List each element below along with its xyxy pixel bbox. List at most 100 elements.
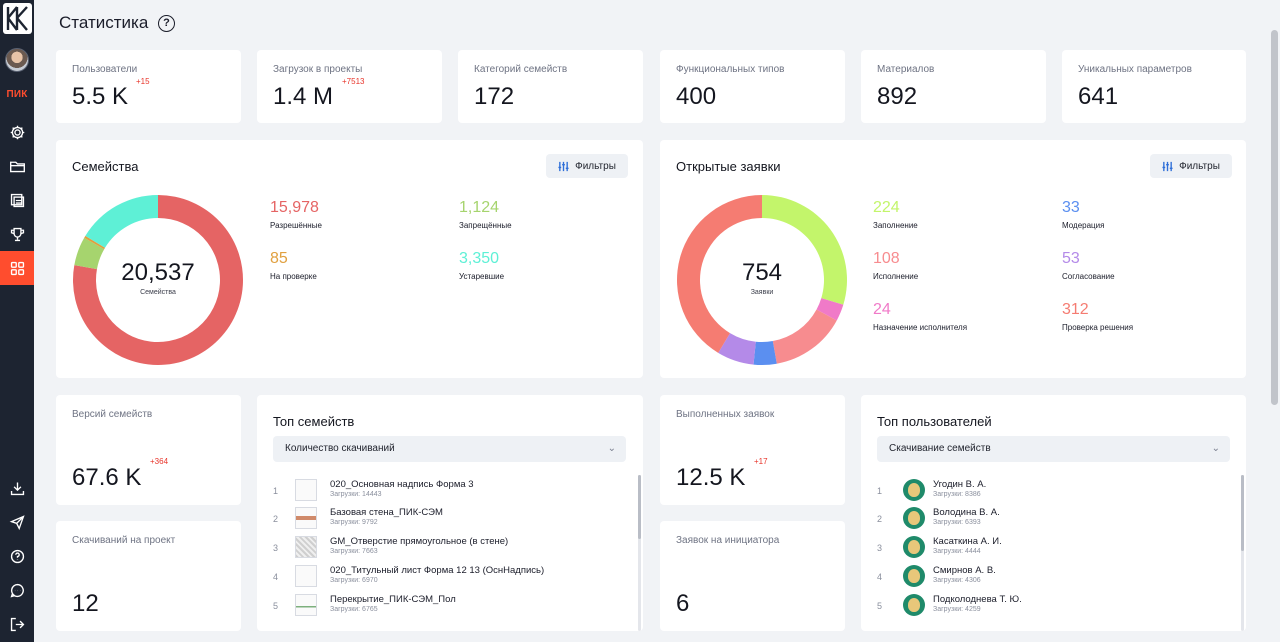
list-item[interactable]: 3 Касаткина А. И. Загрузки: 4444 [877,534,1227,562]
chat-icon[interactable] [0,573,34,607]
row-title: Перекрытие_ПИК-СЭМ_Пол [330,594,456,605]
legend-value: 224 [873,199,900,216]
requests-card: Открытые заявки Фильтры 754 Заявки 224 З… [660,140,1246,378]
list-item[interactable]: 5 Подколоднева Т. Ю. Загрузки: 4259 [877,592,1227,620]
donut-slice-3[interactable] [84,235,106,250]
help-icon[interactable] [0,539,34,573]
list-item[interactable]: 4 Смирнов А. В. Загрузки: 4306 [877,563,1227,591]
stat-value: 12.5 K [676,464,746,491]
filter-label: Фильтры [575,160,616,172]
top-users-title: Топ пользователей [877,414,992,429]
avatar [903,565,925,587]
families-donut-chart [73,195,244,365]
legend-approval: 53 Согласование [1062,250,1115,281]
row-title: Касаткина А. И. [933,536,1002,547]
list-item[interactable]: 5 Перекрытие_ПИК-СЭМ_Пол Загрузки: 6765 [273,592,623,620]
row-title: 020_Титульный лист Форма 12 13 (ОснНадпи… [330,565,545,576]
stat-label: Скачиваний на проект [72,535,176,546]
stat-label: Материалов [877,64,935,75]
stat-label: Пользователи [72,64,138,75]
donut-slice-4[interactable] [85,195,158,248]
legend-label: Назначение исполнителя [873,323,968,332]
list-item[interactable]: 1 020_Основная надпись Форма 3 Загрузки:… [273,477,623,505]
page-scrollbar[interactable] [1269,0,1280,642]
select-value: Скачивание семейств [889,443,991,454]
stat-value: 892 [877,83,918,110]
stat-value: 6 [676,590,690,617]
stat-value: 1.4 M [273,83,334,110]
top-families-select[interactable]: Количество скачиваний ⌄ [273,436,626,462]
list-item[interactable]: 4 020_Титульный лист Форма 12 13 (ОснНад… [273,563,623,591]
gear-icon[interactable] [0,115,34,149]
legend-moderation: 33 Модерация [1062,199,1104,230]
avatar[interactable] [5,48,29,72]
legend-value: 33 [1062,199,1080,216]
families-filter-button[interactable]: Фильтры [546,154,628,178]
top-families-title: Топ семейств [273,414,355,429]
sliders-icon [1162,161,1173,171]
scrollbar[interactable] [638,475,641,631]
stat-card-materials: Материалов 892 [861,50,1046,123]
list-item[interactable]: 1 Угодин В. А. Загрузки: 8386 [877,477,1227,505]
send-icon[interactable] [0,505,34,539]
help-button[interactable]: ? [158,15,175,32]
scrollbar-thumb[interactable] [638,475,641,539]
top-users-select[interactable]: Скачивание семейств ⌄ [877,436,1230,462]
stat-delta: +17 [754,457,768,466]
donut-slice-1[interactable] [762,195,847,305]
download-icon[interactable] [0,471,34,505]
sidebar: ПИК [0,0,34,642]
stat-card-parameters: Уникальных параметров 641 [1062,50,1246,123]
logo-icon[interactable] [3,3,32,34]
row-subtitle: Загрузки: 6765 [330,606,378,613]
folder-icon[interactable] [0,149,34,183]
donut-slice-2[interactable] [816,298,844,321]
trophy-icon[interactable] [0,217,34,251]
page-scrollbar-thumb[interactable] [1271,30,1278,405]
stat-label: Категорий семейств [474,64,568,75]
list-item[interactable]: 3 GM_Отверстие прямоугольное (в стене) З… [273,534,623,562]
row-title: Володина В. А. [933,507,1000,518]
legend-value: 53 [1062,250,1080,267]
donut-slice-5[interactable] [718,333,756,365]
scrollbar-thumb[interactable] [1241,475,1244,551]
page-title: Статистика [59,13,149,32]
legend-assign: 24 Назначение исполнителя [873,301,967,332]
row-subtitle: Загрузки: 14443 [330,491,382,498]
row-subtitle: Загрузки: 4259 [933,606,981,613]
documents-icon[interactable] [0,183,34,217]
donut-slice-4[interactable] [753,341,777,365]
donut-slice-2[interactable] [74,237,105,270]
families-card: Семейства Фильтры 20,537 Семейства 15,97… [56,140,643,378]
legend-outdated: 3,350 Устаревшие [459,250,504,281]
legend-label: Запрещённые [459,221,512,230]
scrollbar[interactable] [1241,475,1244,631]
requests-title: Открытые заявки [676,159,781,174]
avatar [903,479,925,501]
legend-review: 85 На проверке [270,250,317,281]
select-value: Количество скачиваний [285,443,395,454]
row-title: GM_Отверстие прямоугольное (в стене) [330,536,509,547]
list-item[interactable]: 2 Володина В. А. Загрузки: 6393 [877,505,1227,533]
requests-filter-button[interactable]: Фильтры [1150,154,1232,178]
logout-icon[interactable] [0,607,34,641]
list-item[interactable]: 2 Базовая стена_ПИК-СЭМ Загрузки: 9792 [273,505,623,533]
stat-card-users: Пользователи 5.5 K +15 [56,50,241,123]
donut-slice-3[interactable] [772,309,837,364]
row-subtitle: Загрузки: 6393 [933,519,981,526]
stat-label: Заявок на инициатора [676,535,780,546]
grid-icon[interactable] [0,251,34,285]
row-number: 2 [877,514,883,524]
stat-value: 400 [676,83,717,110]
legend-value: 312 [1062,301,1089,318]
row-title: 020_Основная надпись Форма 3 [330,479,474,490]
stat-label: Уникальных параметров [1078,64,1192,75]
row-title: Смирнов А. В. [933,565,996,576]
stat-label: Загрузок в проекты [273,64,363,75]
legend-label: Модерация [1062,221,1105,230]
stat-label: Функциональных типов [676,64,785,75]
row-title: Базовая стена_ПИК-СЭМ [330,507,443,518]
stat-card-uploads: Загрузок в проекты 1.4 M +7513 [257,50,442,123]
donut-slice-6[interactable] [677,195,762,353]
row-number: 5 [273,601,279,611]
